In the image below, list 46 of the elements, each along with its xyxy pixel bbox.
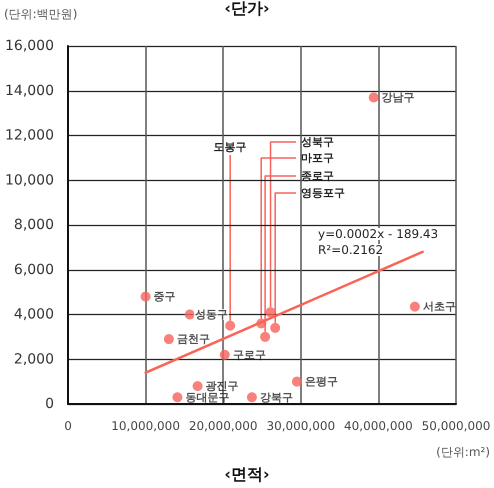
- point: [410, 302, 420, 312]
- data-label: 마포구: [301, 152, 334, 164]
- x-tick-label: 10,000,000: [111, 419, 180, 433]
- point: [192, 381, 203, 392]
- annotation: R²=0.2162: [318, 243, 384, 257]
- point: [140, 292, 151, 302]
- y-axis-title: ‹단가›: [224, 0, 270, 18]
- text: (단위:m²): [436, 445, 490, 459]
- text: (단위:백만원): [4, 7, 78, 21]
- data-label: 서초구: [422, 300, 456, 314]
- y-tick-label: 16,000: [5, 38, 54, 54]
- x-axis-title: ‹면적›: [224, 464, 270, 484]
- x-tick-label: 0: [64, 419, 72, 433]
- point: [270, 322, 280, 333]
- x-tick-label: 50,000,000: [422, 419, 490, 433]
- y-tick-label: 6,000: [14, 262, 54, 278]
- point: [266, 307, 276, 318]
- data-label: 금천구: [176, 332, 210, 346]
- y-tick-label: 0: [45, 396, 54, 412]
- point: [246, 392, 257, 402]
- x-tick-label: 30,000,000: [266, 419, 336, 433]
- data-label: 성북구: [301, 136, 334, 148]
- data-label: 강남구: [382, 90, 415, 104]
- data-label: 구로구: [232, 348, 266, 362]
- data-label: 중구: [154, 290, 176, 304]
- data-label: 영등포구: [301, 186, 345, 200]
- y-tick-label: 2,000: [14, 351, 54, 368]
- annotation: y=0.0002x - 189.43: [318, 227, 438, 241]
- data-label: 강북구: [260, 390, 293, 404]
- point: [164, 334, 174, 344]
- point: [225, 320, 236, 331]
- x-tick-label: 20,000,000: [188, 419, 258, 433]
- y-tick-label: 12,000: [5, 128, 54, 144]
- y-tick-label: 10,000: [5, 172, 54, 188]
- point: [184, 310, 195, 320]
- point: [260, 332, 270, 342]
- point: [172, 392, 182, 402]
- point: [292, 376, 302, 387]
- y-tick-label: 4,000: [14, 306, 54, 322]
- x-tick-label: 40,000,000: [344, 419, 413, 433]
- y-tick-label: 8,000: [14, 217, 54, 233]
- point: [220, 350, 230, 360]
- data-label: 은평구: [304, 375, 338, 388]
- y-tick-label: 14,000: [5, 82, 54, 99]
- data-label: 성동구: [194, 308, 228, 321]
- point: [368, 92, 379, 102]
